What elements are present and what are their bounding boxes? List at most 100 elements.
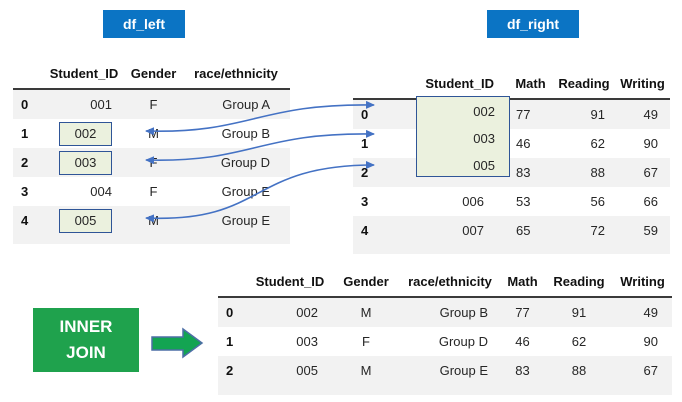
index-cell: 1 bbox=[361, 136, 369, 151]
header-row: Student_ID Gender race/ethnicity Math Re… bbox=[218, 266, 672, 298]
index-cell: 0 bbox=[361, 107, 369, 122]
table-row: 0 77 91 49 bbox=[353, 99, 670, 129]
cell-gender: F bbox=[149, 184, 158, 199]
cell-writing: 66 bbox=[643, 194, 658, 209]
table-row: 3 004 F Group E bbox=[13, 177, 290, 206]
col-header-student-id: Student_ID bbox=[248, 266, 332, 298]
table-row: 0 001 F Group A bbox=[13, 89, 290, 119]
table-bottom-pad bbox=[353, 245, 670, 254]
matched-id: 005 bbox=[473, 158, 495, 173]
cell-race: Group E bbox=[221, 213, 270, 228]
inner-join-line1: INNER bbox=[59, 317, 113, 336]
highlighted-id-box: 003 bbox=[59, 150, 112, 175]
index-cell: 3 bbox=[21, 184, 29, 199]
index-header bbox=[13, 58, 43, 90]
index-cell: 2 bbox=[226, 363, 234, 378]
table-row: 3 006 53 56 66 bbox=[353, 187, 670, 216]
df-right-table: Student_ID Math Reading Writing 0 77 91 … bbox=[353, 68, 670, 254]
index-header bbox=[353, 68, 383, 100]
cell-student-id: 002 bbox=[296, 305, 318, 320]
cell-student-id: 002 bbox=[43, 119, 125, 148]
cell-student-id: 004 bbox=[90, 184, 112, 199]
cell-race: Group B bbox=[439, 305, 488, 320]
table-row: 1 003 F Group D 46 62 90 bbox=[218, 327, 672, 356]
cell-student-id: 007 bbox=[462, 223, 484, 238]
col-header-gender: Gender bbox=[125, 58, 182, 90]
df-left-label: df_left bbox=[103, 10, 185, 38]
table-row: 2 83 88 67 bbox=[353, 158, 670, 187]
cell-race: Group D bbox=[438, 334, 488, 349]
col-header-reading: Reading bbox=[553, 68, 615, 100]
table-row: 4 005 M Group E bbox=[13, 206, 290, 235]
index-cell: 0 bbox=[21, 97, 29, 112]
cell-math: 77 bbox=[516, 107, 531, 122]
index-cell: 3 bbox=[361, 194, 369, 209]
col-header-math: Math bbox=[500, 266, 545, 298]
cell-math: 83 bbox=[515, 363, 530, 378]
cell-math: 53 bbox=[516, 194, 531, 209]
result-table: Student_ID Gender race/ethnicity Math Re… bbox=[218, 266, 672, 395]
cell-reading: 91 bbox=[590, 107, 605, 122]
table-row: 2 005 M Group E 83 88 67 bbox=[218, 356, 672, 385]
df-right-label: df_right bbox=[487, 10, 579, 38]
cell-student-id: 005 bbox=[43, 206, 125, 235]
cell-student-id: 005 bbox=[296, 363, 318, 378]
index-cell: 0 bbox=[226, 305, 234, 320]
matched-id: 002 bbox=[473, 104, 495, 119]
cell-reading: 56 bbox=[590, 194, 605, 209]
col-header-math: Math bbox=[508, 68, 553, 100]
cell-race: Group D bbox=[220, 155, 270, 170]
table-row: 1 002 M Group B bbox=[13, 119, 290, 148]
table-bottom-pad bbox=[13, 235, 290, 244]
table-row: 1 46 62 90 bbox=[353, 129, 670, 158]
cell-student-id: 003 bbox=[43, 148, 125, 177]
cell-writing: 49 bbox=[643, 305, 658, 320]
table-row: 4 007 65 72 59 bbox=[353, 216, 670, 245]
cell-reading: 62 bbox=[571, 334, 587, 349]
cell-writing: 59 bbox=[643, 223, 658, 238]
cell-gender: M bbox=[148, 126, 159, 141]
inner-join-label: INNER JOIN bbox=[33, 308, 139, 372]
col-header-race: race/ethnicity bbox=[400, 266, 500, 298]
join-result-arrow bbox=[151, 327, 204, 359]
table-bottom-pad bbox=[218, 385, 672, 395]
cell-student-id: 006 bbox=[462, 194, 484, 209]
cell-math: 46 bbox=[515, 334, 530, 349]
cell-writing: 67 bbox=[643, 363, 658, 378]
header-row: Student_ID Gender race/ethnicity bbox=[13, 58, 290, 90]
cell-reading: 91 bbox=[571, 305, 587, 320]
cell-student-id: 003 bbox=[296, 334, 318, 349]
cell-gender: M bbox=[148, 213, 159, 228]
index-cell: 1 bbox=[21, 126, 29, 141]
cell-writing: 90 bbox=[643, 334, 658, 349]
header-row: Student_ID Math Reading Writing bbox=[353, 68, 670, 100]
cell-math: 65 bbox=[516, 223, 531, 238]
cell-race: Group E bbox=[221, 184, 270, 199]
matched-id: 003 bbox=[473, 131, 495, 146]
cell-race: Group A bbox=[222, 97, 270, 112]
matched-ids-box: 002 003 005 bbox=[416, 96, 510, 177]
cell-math: 77 bbox=[515, 305, 530, 320]
table-row: 0 002 M Group B 77 91 49 bbox=[218, 297, 672, 327]
cell-reading: 88 bbox=[590, 165, 605, 180]
cell-math: 83 bbox=[516, 165, 531, 180]
index-cell: 2 bbox=[21, 155, 29, 170]
df-left-table: Student_ID Gender race/ethnicity 0 001 F… bbox=[13, 58, 290, 244]
cell-gender: F bbox=[149, 97, 158, 112]
col-header-gender: Gender bbox=[332, 266, 400, 298]
highlighted-id-box: 005 bbox=[59, 208, 112, 233]
cell-race: Group B bbox=[221, 126, 270, 141]
col-header-writing: Writing bbox=[615, 68, 670, 100]
cell-race: Group E bbox=[439, 363, 488, 378]
cell-gender: M bbox=[360, 305, 372, 320]
cell-student-id: 001 bbox=[90, 97, 112, 112]
col-header-reading: Reading bbox=[545, 266, 613, 298]
cell-math: 46 bbox=[516, 136, 531, 151]
index-cell: 2 bbox=[361, 165, 369, 180]
cell-gender: F bbox=[149, 155, 158, 170]
cell-writing: 49 bbox=[643, 107, 658, 122]
index-header bbox=[218, 266, 248, 298]
table-row: 2 003 F Group D bbox=[13, 148, 290, 177]
cell-reading: 62 bbox=[590, 136, 605, 151]
